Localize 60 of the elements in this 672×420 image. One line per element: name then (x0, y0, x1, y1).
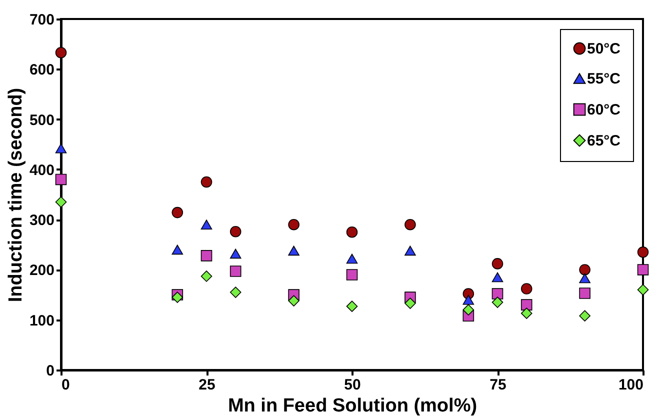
point (637, 246, 649, 258)
x-axis-title: Mn in Feed Solution (mol%) (228, 396, 478, 416)
point (288, 295, 300, 306)
x-tick-label: 0 (62, 376, 70, 394)
y-tick-label: 700 (29, 12, 54, 28)
point (55, 196, 67, 208)
point (346, 269, 358, 280)
point (346, 254, 358, 264)
y-tick-label: 300 (29, 212, 54, 230)
point (404, 298, 416, 309)
point (492, 258, 504, 270)
point (172, 292, 184, 303)
point (579, 288, 590, 299)
y-tick-label: 100 (29, 312, 54, 330)
legend-label: 50°C (587, 40, 621, 58)
point (492, 272, 504, 282)
y-tick-label: 200 (29, 262, 54, 280)
point (404, 218, 416, 230)
x-tick-label: 75 (490, 376, 506, 394)
point (346, 300, 358, 312)
y-tick-label: 0 (46, 362, 54, 380)
point (230, 248, 242, 259)
point (55, 46, 67, 58)
point (579, 310, 590, 322)
legend-label: 60°C (587, 102, 621, 118)
point (172, 206, 184, 218)
legend-label: 65°C (587, 132, 621, 150)
point (200, 250, 212, 262)
point (230, 266, 242, 277)
point (462, 304, 474, 316)
point (288, 246, 300, 256)
point (230, 226, 242, 238)
point (520, 308, 532, 319)
x-tick-label: 50 (344, 376, 361, 394)
y-axis-title: Induction time (second) (5, 88, 26, 302)
point (637, 264, 649, 276)
legend-label: 55°C (587, 70, 621, 88)
point (288, 218, 300, 230)
point (637, 284, 649, 296)
point (492, 296, 504, 308)
point (200, 220, 212, 230)
point (579, 264, 590, 276)
point (520, 299, 532, 310)
point (346, 226, 358, 238)
point (172, 244, 184, 255)
point (520, 283, 532, 294)
y-tick-label: 600 (29, 62, 54, 79)
x-tick-label: 100 (618, 376, 644, 394)
point (55, 143, 67, 154)
point (462, 294, 474, 305)
x-tick-label: 25 (198, 376, 216, 394)
y-tick-label: 500 (29, 112, 54, 129)
point (55, 174, 67, 186)
point (200, 270, 212, 282)
point (230, 286, 242, 298)
point (492, 288, 504, 300)
y-tick-label: 400 (29, 162, 54, 179)
point (579, 273, 590, 284)
point (404, 246, 416, 256)
point (200, 176, 212, 188)
